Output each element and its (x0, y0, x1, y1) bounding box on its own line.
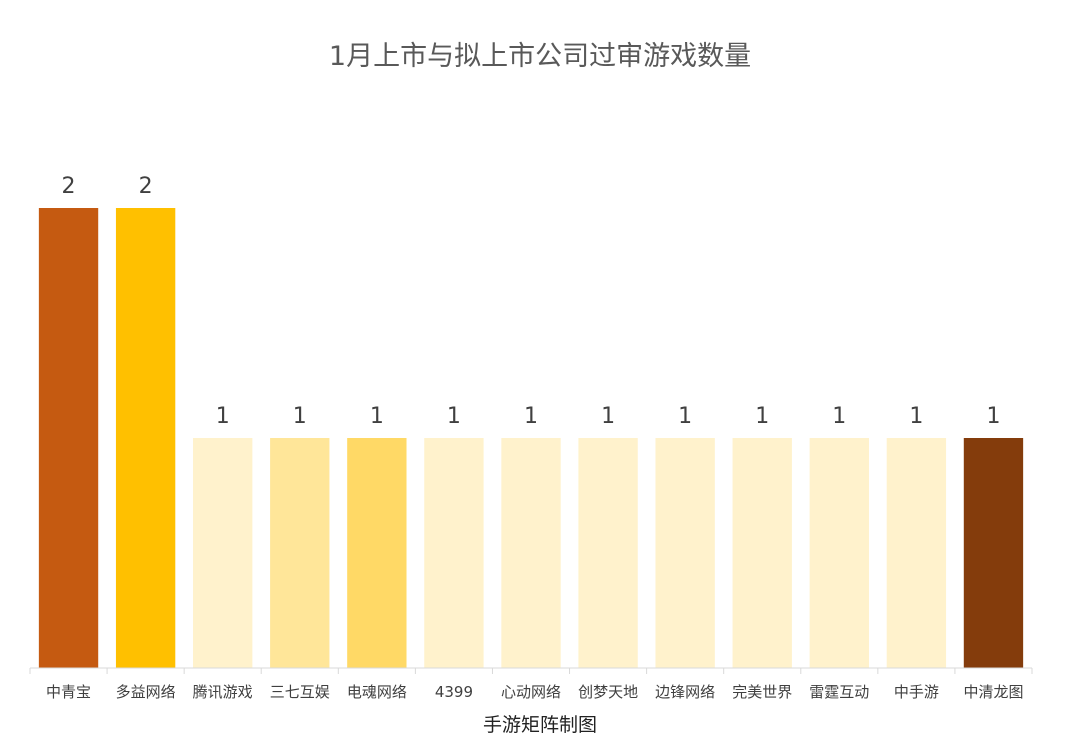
bar (501, 438, 561, 668)
category-label: 心动网络 (501, 683, 561, 701)
category-label: 多益网络 (116, 683, 176, 701)
category-label: 腾讯游戏 (193, 683, 253, 701)
category-label: 中青宝 (46, 683, 91, 701)
bar (115, 208, 176, 668)
data-label: 1 (370, 404, 384, 429)
chart-title: 1月上市与拟上市公司过审游戏数量 (328, 41, 752, 72)
category-labels-layer: 中青宝 多益网络 腾讯游戏 三七互娱 电魂网络 4399 心动网络 创梦天地 边锋网络 完美世界雷… (46, 683, 1023, 701)
bar (963, 438, 1024, 668)
category-label: 中手游 (894, 683, 939, 701)
category-label: 边锋网络 (655, 683, 715, 701)
bar (270, 438, 330, 668)
bar (578, 438, 638, 668)
category-label: 中清龙图 (963, 683, 1023, 701)
data-label: 1 (678, 404, 692, 429)
category-label: 雷霆互动 (809, 683, 869, 701)
bar (655, 438, 715, 668)
data-label: 1 (986, 404, 1000, 429)
bar (193, 438, 253, 668)
category-label: 完美世界 (732, 683, 792, 701)
chart-footer: 手游矩阵制图 (482, 714, 597, 736)
data-label: 2 (139, 174, 153, 199)
bar (424, 438, 484, 668)
data-label: 1 (909, 404, 923, 429)
data-label: 2 (62, 174, 76, 199)
category-label: 三七互娱 (270, 683, 330, 701)
bar (38, 208, 99, 668)
data-label: 1 (293, 404, 307, 429)
x-axis-ticks (29, 668, 1033, 674)
bar (732, 438, 792, 668)
bar (347, 438, 407, 668)
bars-layer (38, 208, 1024, 668)
data-label: 1 (524, 404, 538, 429)
data-label: 1 (216, 404, 230, 429)
bar (886, 438, 947, 668)
data-labels-layer: 2 2 1 1 1 1 1 1 1 1 1 1 1 (62, 174, 1001, 429)
bar (809, 438, 869, 668)
data-label: 1 (447, 404, 461, 429)
category-label: 创梦天地 (578, 683, 638, 701)
category-label: 4399 (435, 683, 473, 701)
data-label: 1 (601, 404, 615, 429)
data-label: 1 (755, 404, 769, 429)
data-label: 1 (832, 404, 846, 429)
category-label: 电魂网络 (347, 683, 407, 701)
